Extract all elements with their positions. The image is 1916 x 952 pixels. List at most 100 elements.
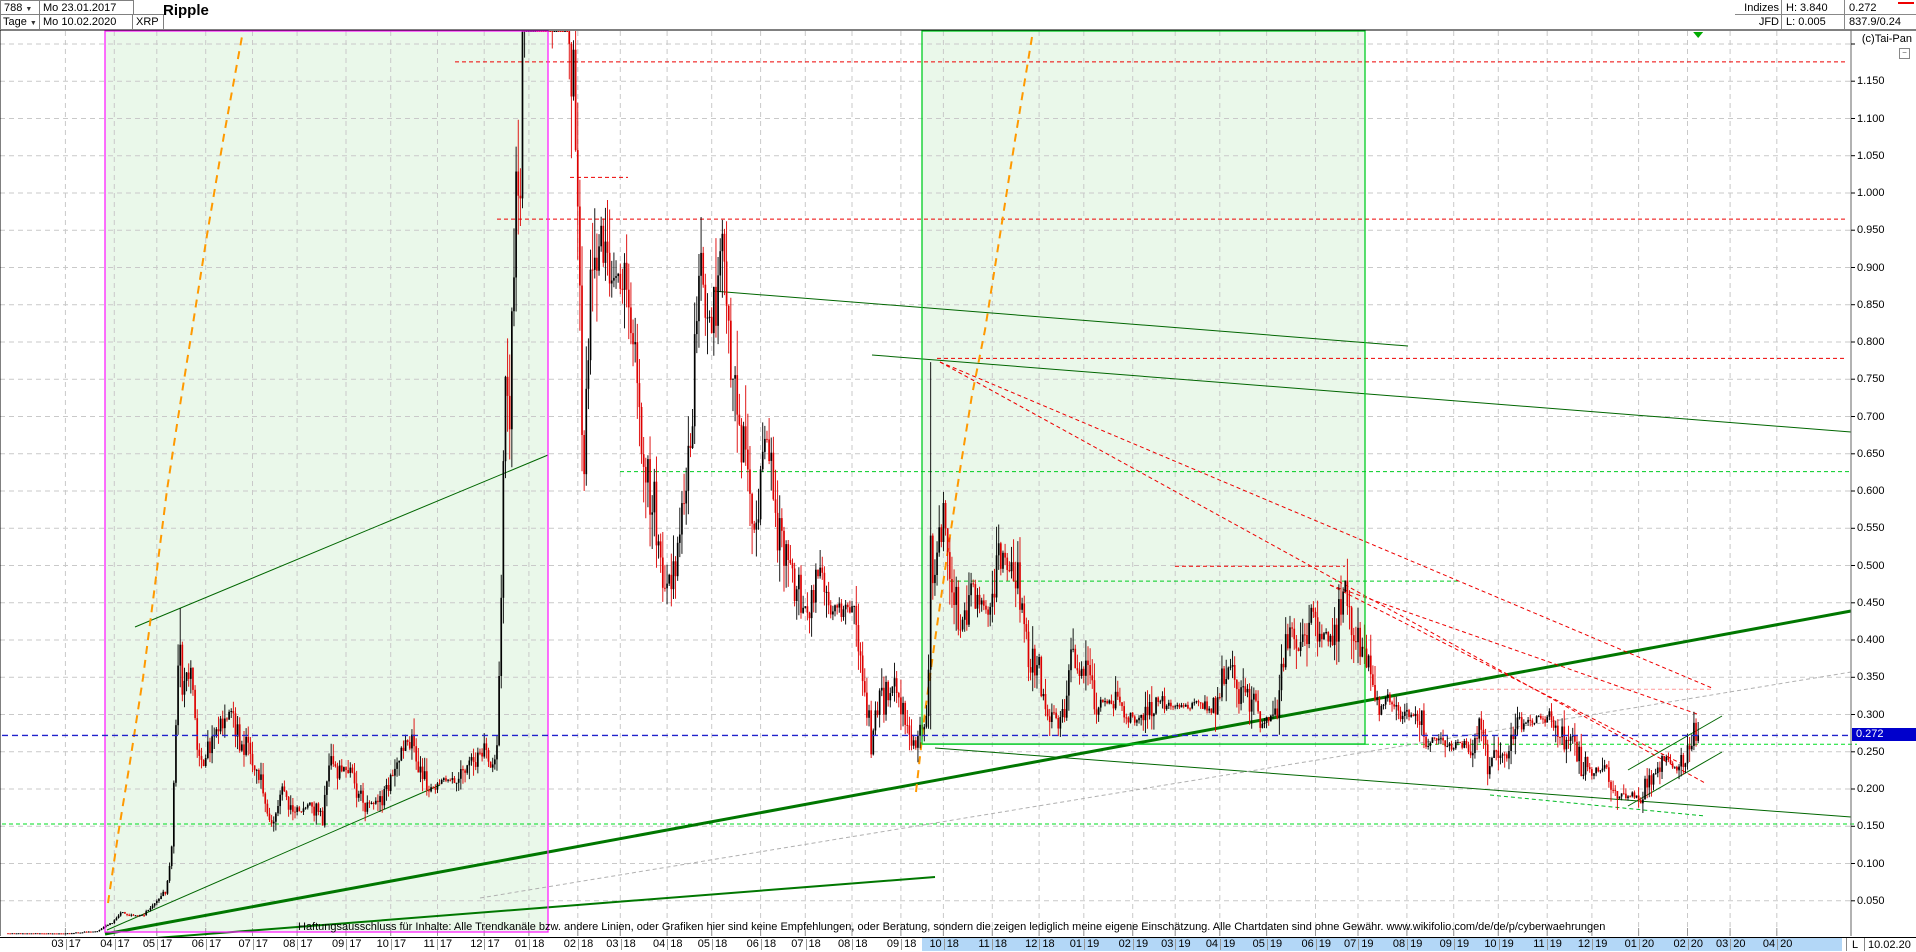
x-axis-label: 08 19 [1392, 938, 1423, 950]
strip-divider [1864, 938, 1865, 951]
candle-bodies-up [11, 31, 1700, 935]
x-axis-label: 06 17 [191, 938, 222, 950]
x-axis-label: 10 18 [929, 938, 959, 950]
x-axis-label: 11 19 [1533, 938, 1562, 950]
y-axis-label: 0.550 [1857, 522, 1885, 534]
y-axis-label: 1.150 [1857, 75, 1885, 87]
y-axis-label: 0.700 [1857, 411, 1885, 423]
y-axis-label: 0.250 [1857, 746, 1885, 758]
x-axis-label: 07 17 [238, 938, 268, 950]
y-axis-label: 0.900 [1857, 262, 1885, 274]
x-axis-label: 03 20 [1716, 938, 1746, 950]
x-axis-label: 12 17 [470, 938, 500, 950]
x-axis-label: 07 18 [791, 938, 821, 950]
page-title: Ripple [163, 2, 209, 19]
secondary-uptrend [117, 876, 936, 942]
y-axis-label: 0.950 [1857, 224, 1885, 236]
header-divider [1735, 14, 1916, 15]
lower-descending-support [934, 747, 1852, 818]
x-axis-label: 05 19 [1252, 938, 1283, 950]
x-axis-label: 01 18 [514, 938, 545, 950]
period-high-label: H: 3.840 [1786, 1, 1828, 15]
orange-parabola-2017 [107, 30, 244, 904]
y-axis-label: 0.500 [1857, 560, 1885, 572]
green-zone-2018-2019 [922, 31, 1365, 744]
y-axis-label: 0.200 [1857, 783, 1885, 795]
date-from-field[interactable]: Mo 23.01.2017 [39, 0, 134, 16]
x-axis-label: 08 17 [283, 938, 313, 950]
x-axis-label: 02 18 [563, 938, 594, 950]
y-axis-label: 0.050 [1857, 895, 1885, 907]
chevron-down-icon: ▼ [29, 20, 37, 27]
y-axis-label: 0.750 [1857, 373, 1885, 385]
y-axis-label: 0.400 [1857, 634, 1885, 646]
red-fan-4 [1329, 584, 1681, 764]
indizes-label: Indizes [1735, 1, 1779, 15]
y-axis-label: 1.050 [1857, 150, 1885, 162]
collapse-icon[interactable]: − [1899, 48, 1910, 59]
red-fan-3 [1329, 584, 1701, 716]
x-axis-label: 12 19 [1577, 938, 1608, 950]
time-axis-selection[interactable] [922, 938, 1842, 951]
symbol-label: XRP [132, 14, 164, 30]
x-axis-label: 10 19 [1484, 938, 1514, 950]
x-axis-label: 05 17 [142, 938, 173, 950]
y-axis-label: 0.450 [1857, 597, 1885, 609]
x-axis-label: 02 20 [1673, 938, 1704, 950]
last-bar-label: L [1852, 939, 1859, 951]
x-axis-label: 03 19 [1161, 938, 1191, 950]
x-axis-label: 08 18 [838, 938, 868, 950]
current-bar-marker [1693, 32, 1704, 38]
x-axis-label: 03 18 [606, 938, 636, 950]
y-axis-label: 1.000 [1857, 187, 1885, 199]
orange-parabola-2018 [915, 30, 1034, 793]
end-wedge-lower [1627, 751, 1723, 807]
provider-label: JFD [1735, 15, 1779, 29]
y-axis-label: 0.600 [1857, 485, 1885, 497]
x-axis-label: 09 17 [332, 938, 362, 950]
alert-tick-icon [1898, 2, 1914, 4]
descending-resistance-a [712, 290, 1409, 347]
x-axis-label: 04 17 [100, 938, 130, 950]
x-axis-label: 01 20 [1624, 938, 1655, 950]
x-axis-label: 03 17 [51, 938, 81, 950]
x-axis-label: 01 19 [1069, 938, 1100, 950]
current-price-badge: 0.272 [1852, 728, 1916, 741]
period-dropdown[interactable]: Tage ▼ [0, 14, 40, 30]
x-axis-label: 04 20 [1762, 938, 1793, 950]
x-axis-label: 09 18 [886, 938, 917, 950]
last-price-label: 0.272 [1849, 1, 1877, 15]
y-axis-label: 0.300 [1857, 709, 1885, 721]
last-bar-date: 10.02.20 [1868, 939, 1911, 951]
late-green-dashed [1489, 794, 1706, 817]
chevron-down-icon: ▼ [25, 6, 33, 13]
selection-box-2017-border [104, 30, 549, 933]
major-uptrend [104, 609, 1852, 936]
quote-info-label: 837.9/0.24 [1849, 15, 1901, 29]
gray-diagonal [479, 671, 1852, 899]
candle-bodies-down [7, 31, 1697, 935]
strip-divider [1846, 938, 1847, 951]
red-fan-2 [939, 361, 1706, 784]
x-axis-label: 04 18 [653, 938, 683, 950]
y-axis-label: 0.650 [1857, 448, 1885, 460]
x-axis-label: 06 19 [1301, 938, 1331, 950]
y-axis-label: 0.850 [1857, 299, 1885, 311]
end-wedge-upper [1627, 715, 1723, 771]
x-axis-label: 11 17 [423, 938, 453, 950]
x-axis-label: 05 18 [697, 938, 728, 950]
x-axis-label: 04 19 [1205, 938, 1236, 950]
x-axis-label: 02 19 [1118, 938, 1149, 950]
y-axis-label: 0.350 [1857, 671, 1885, 683]
disclaimer-text: Haftungsausschluss für Inhalte: Alle Tre… [298, 921, 1606, 933]
x-axis-label: 09 19 [1439, 938, 1470, 950]
x-axis-label: 12 18 [1025, 938, 1055, 950]
box-support-2017 [106, 784, 441, 931]
y-axis-label: 1.100 [1857, 113, 1885, 125]
descending-resistance-b [871, 354, 1852, 433]
y-axis-label: 0.100 [1857, 858, 1885, 870]
x-axis-label: 06 18 [746, 938, 777, 950]
date-to-field[interactable]: Mo 10.02.2020 [39, 14, 134, 30]
green-zone-2018-2019-border [921, 30, 1366, 745]
